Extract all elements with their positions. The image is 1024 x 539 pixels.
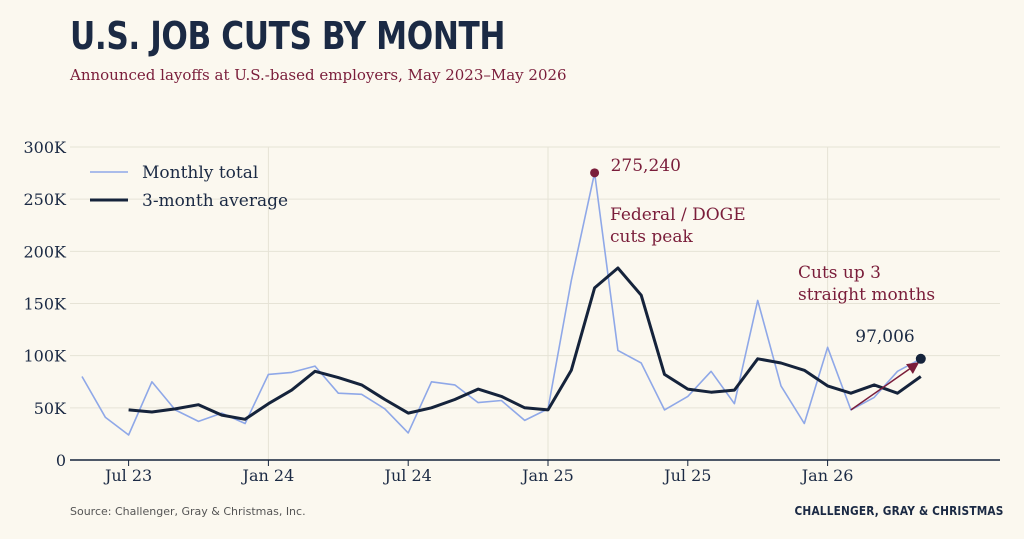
x-tick-label: Jan 25: [520, 466, 574, 485]
trend-arrow: [850, 362, 920, 411]
brand-logo-text: CHALLENGER, GRAY & CHRISTMAS: [794, 504, 1004, 518]
x-tick-label: Jul 25: [662, 466, 711, 485]
y-tick-label: 50K: [34, 399, 67, 418]
page-subtitle: Announced layoffs at U.S.-based employer…: [70, 66, 567, 84]
legend-label-3-month-average: 3-month average: [142, 191, 288, 211]
legend-label-monthly-total: Monthly total: [142, 163, 258, 183]
y-tick-label: 0: [56, 451, 66, 470]
peak-value-label: 275,240: [611, 156, 681, 176]
legend: Monthly total 3-month average: [90, 163, 288, 211]
axis-layer: 0 50K 100K 150K 200K 250K 300K Jul 23 Jan 24 Jul …: [24, 138, 1000, 485]
x-tick-label: Jan 24: [241, 466, 295, 485]
y-tick-label: 300K: [24, 138, 68, 157]
y-tick-label: 150K: [24, 295, 68, 314]
last-value-label: 97,006: [855, 327, 914, 347]
trend-note-text: Cuts up 3: [798, 263, 881, 283]
peak-note-text: cuts peak: [610, 227, 694, 247]
y-tick-label: 250K: [24, 190, 68, 209]
series-line-monthly-total: [81, 172, 922, 436]
y-tick-label: 200K: [24, 242, 68, 261]
series-line-3-month-average: [128, 266, 922, 421]
x-tick-label: Jul 24: [383, 466, 432, 485]
trend-note-text: straight months: [798, 285, 935, 305]
x-tick-label: Jan 26: [800, 466, 854, 485]
page-title: U.S. JOB CUTS BY MONTH: [70, 14, 506, 58]
peak-marker: [590, 168, 600, 178]
last-value-marker: [915, 353, 926, 364]
x-tick-label: Jul 23: [103, 466, 152, 485]
source-note: Source: Challenger, Gray & Christmas, In…: [70, 505, 306, 518]
series-layer: [81, 172, 922, 436]
peak-note-text: Federal / DOGE: [610, 205, 746, 225]
y-tick-label: 100K: [24, 347, 68, 366]
